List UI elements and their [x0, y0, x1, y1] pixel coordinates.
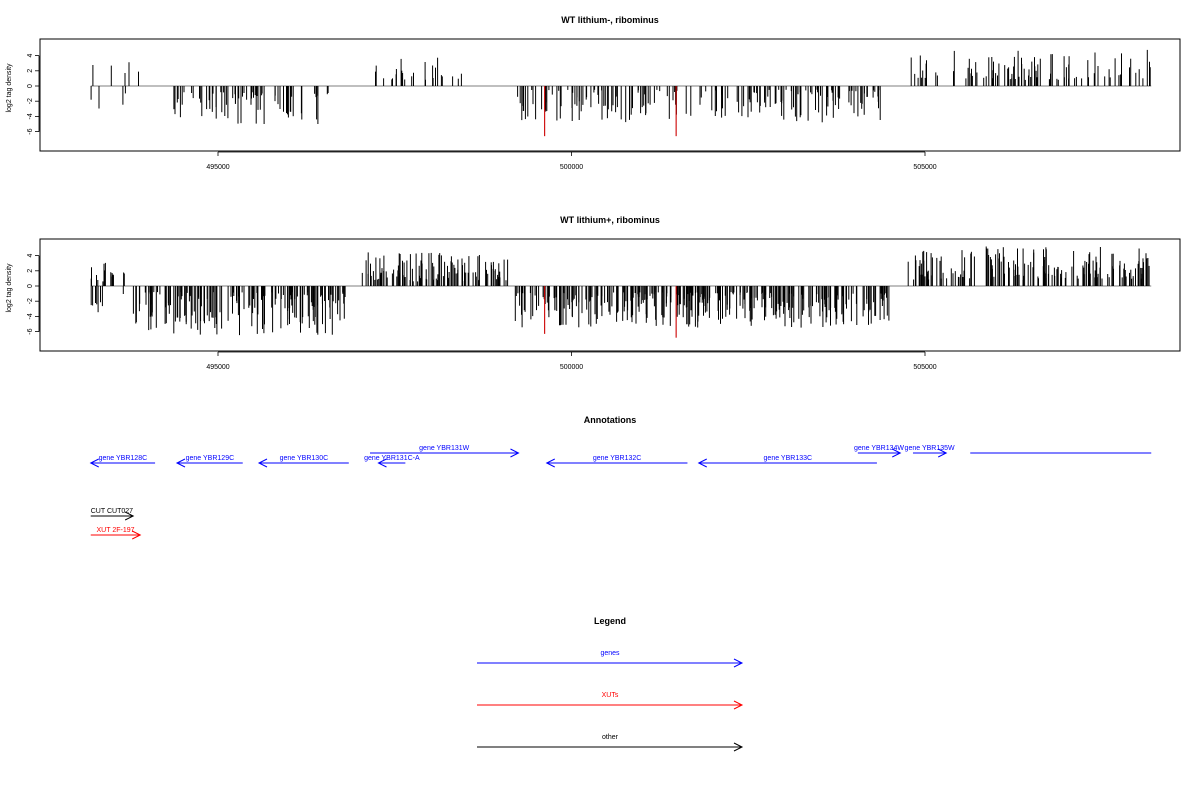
feature-label: gene YBR131W	[419, 445, 469, 452]
arrowhead	[733, 700, 744, 710]
feature-label: gene YBR129C	[186, 455, 235, 462]
y-tick-label: 0	[27, 84, 34, 88]
y-tick-label: 2	[27, 69, 34, 73]
feature-label: XUT 2F-197	[97, 527, 135, 534]
plot-frame	[39, 38, 1181, 152]
track-title: WT lithium-, ribominus	[561, 15, 659, 25]
y-tick-label: 4	[27, 54, 34, 58]
y-tick-label: -2	[27, 298, 34, 304]
y-axis-label: log2 tag density	[6, 263, 13, 313]
x-tick-label: 500000	[560, 364, 583, 371]
arrowhead	[510, 448, 520, 458]
arrowhead	[175, 458, 186, 468]
y-tick-label: -4	[27, 313, 34, 319]
arrowhead	[377, 458, 387, 468]
arrowhead	[89, 458, 99, 468]
track-title: WT lithium+, ribominus	[560, 215, 660, 225]
y-tick-label: 2	[27, 269, 34, 273]
arrowhead	[697, 458, 707, 468]
annotation-feature: CUT CUT027	[90, 508, 135, 521]
legend-label: genes	[600, 650, 620, 657]
annotation-feature: gene YBR130C	[257, 455, 349, 468]
y-tick-label: -4	[27, 113, 34, 119]
annotation-feature: gene YBR135W	[905, 445, 955, 458]
annotation-feature: gene YBR133C	[697, 455, 877, 468]
track-wt-lithium-minus: WT lithium-, ribominus log2 tag density …	[6, 15, 1181, 171]
x-tick-label: 495000	[206, 364, 229, 371]
annotation-feature: gene YBR132C	[545, 455, 688, 468]
annotations-title: Annotations	[584, 415, 637, 425]
annotation-feature: gene YBR131W	[370, 445, 520, 458]
annotations-panel: Annotations gene YBR128C gene YBR129C gene…	[89, 415, 1152, 540]
y-tick-label: 4	[27, 254, 34, 258]
feature-label: gene YBR128C	[99, 455, 148, 462]
annotation-feature: XUT 2F-197	[90, 527, 142, 540]
arrowhead	[545, 458, 555, 468]
arrowhead	[132, 530, 142, 540]
feature-label: gene YBR134W	[854, 445, 904, 452]
legend-label: other	[602, 734, 619, 741]
y-tick-label: 0	[27, 284, 34, 288]
arrowhead	[892, 448, 902, 458]
arrowhead	[257, 458, 268, 468]
annotation-feature: gene YBR134W	[854, 445, 904, 458]
x-tick-label: 500000	[560, 164, 583, 171]
y-tick-label: -2	[27, 98, 34, 104]
x-tick-label: 495000	[206, 164, 229, 171]
y-tick-label: -6	[27, 128, 34, 134]
feature-label: gene YBR133C	[764, 455, 813, 462]
feature-label: gene YBR130C	[280, 455, 329, 462]
arrowhead	[733, 742, 744, 752]
feature-label: gene YBR132C	[593, 455, 642, 462]
legend-label: XUTs	[602, 692, 619, 699]
plot-frame	[39, 238, 1181, 352]
arrowhead	[937, 448, 948, 458]
y-tick-label: -6	[27, 328, 34, 334]
feature-label: CUT CUT027	[91, 508, 133, 515]
track-wt-lithium-plus: WT lithium+, ribominus log2 tag density …	[6, 215, 1181, 371]
arrowhead	[733, 658, 744, 668]
feature-label: gene YBR131C-A	[364, 455, 420, 462]
arrowhead	[124, 511, 135, 521]
legend-entry: XUTs	[477, 692, 744, 710]
feature-label: gene YBR135W	[905, 445, 955, 452]
annotation-feature: gene YBR131C-A	[364, 455, 420, 468]
legend-entry: other	[477, 734, 744, 752]
legend-entry: genes	[477, 650, 744, 668]
x-tick-label: 505000	[913, 164, 936, 171]
annotation-feature: gene YBR129C	[175, 455, 243, 468]
y-axis-label: log2 tag density	[6, 63, 13, 113]
annotation-feature: gene YBR128C	[89, 455, 156, 468]
legend-title: Legend	[594, 616, 626, 626]
x-tick-label: 505000	[913, 364, 936, 371]
legend-panel: Legend genes XUTs other	[477, 616, 744, 752]
